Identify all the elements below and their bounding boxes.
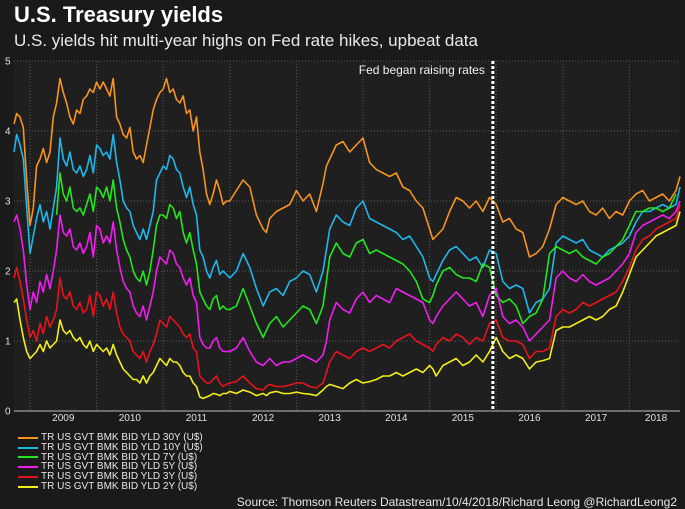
y-tick-label: 3 bbox=[5, 197, 11, 208]
source-credit: Source: Thomson Reuters Datastream/10/4/… bbox=[236, 495, 677, 509]
series-line-5y bbox=[13, 200, 681, 367]
series-line-10y bbox=[13, 133, 681, 314]
y-tick-label: 0 bbox=[5, 407, 11, 418]
legend-item: TR US GVT BMK BID YLD 7Y (U$) bbox=[18, 451, 203, 463]
chart-legend: TR US GVT BMK BID YLD 30Y (U$) TR US GVT … bbox=[18, 433, 203, 492]
plot-background bbox=[14, 61, 680, 411]
y-axis-ticks: 0 1 2 3 4 5 bbox=[5, 57, 11, 418]
x-tick-label: 2010 bbox=[119, 413, 142, 424]
series-line-7y bbox=[55, 172, 677, 339]
x-tick-label: 2013 bbox=[319, 413, 342, 424]
legend-label: TR US GVT BMK BID YLD 7Y (U$) bbox=[41, 451, 198, 463]
y-tick-label: 4 bbox=[5, 127, 11, 138]
x-axis-ticks: 2009 2010 2011 2012 2013 2014 2015 2016 2017 2018 bbox=[52, 413, 667, 424]
chart-subtitle: U.S. yields hit multi-year highs on Fed … bbox=[14, 31, 478, 50]
x-tick-label: 2014 bbox=[385, 413, 408, 424]
legend-item: TR US GVT BMK BID YLD 30Y (U$) bbox=[18, 433, 203, 443]
chart-title: U.S. Treasury yields bbox=[14, 2, 224, 27]
legend-swatch bbox=[18, 466, 38, 469]
fed-annotation-label: Fed began raising rates bbox=[359, 63, 485, 77]
legend-label: TR US GVT BMK BID YLD 10Y (U$) bbox=[41, 441, 203, 453]
x-tick-label: 2017 bbox=[585, 413, 608, 424]
y-tick-label: 5 bbox=[5, 57, 11, 68]
legend-item: TR US GVT BMK BID YLD 3Y (U$) bbox=[18, 472, 203, 482]
legend-swatch bbox=[18, 476, 38, 479]
x-tick-label: 2016 bbox=[518, 413, 541, 424]
legend-swatch bbox=[18, 456, 38, 459]
legend-item: TR US GVT BMK BID YLD 5Y (U$) bbox=[18, 462, 203, 472]
y-tick-label: 2 bbox=[5, 267, 11, 278]
legend-item: TR US GVT BMK BID YLD 2Y (U$) bbox=[18, 482, 203, 492]
x-tick-label: 2011 bbox=[186, 413, 208, 424]
x-tick-label: 2018 bbox=[645, 413, 668, 424]
legend-swatch bbox=[18, 485, 38, 488]
series-line-30y bbox=[13, 77, 681, 258]
legend-item: TR US GVT BMK BID YLD 10Y (U$) bbox=[18, 441, 203, 453]
legend-label: TR US GVT BMK BID YLD 5Y (U$) bbox=[41, 461, 198, 473]
legend-label: TR US GVT BMK BID YLD 3Y (U$) bbox=[41, 471, 198, 483]
x-tick-label: 2009 bbox=[52, 413, 75, 424]
legend-swatch bbox=[18, 446, 38, 449]
legend-label: TR US GVT BMK BID YLD 30Y (U$) bbox=[41, 432, 203, 443]
x-tick-label: 2012 bbox=[252, 413, 275, 424]
y-tick-label: 1 bbox=[5, 337, 11, 348]
series-line-3y bbox=[13, 204, 681, 391]
legend-label: TR US GVT BMK BID YLD 2Y (U$) bbox=[41, 480, 198, 492]
legend-swatch bbox=[18, 436, 38, 439]
x-tick-label: 2015 bbox=[452, 413, 475, 424]
series-lines bbox=[13, 77, 681, 400]
series-line-2y bbox=[13, 211, 681, 400]
